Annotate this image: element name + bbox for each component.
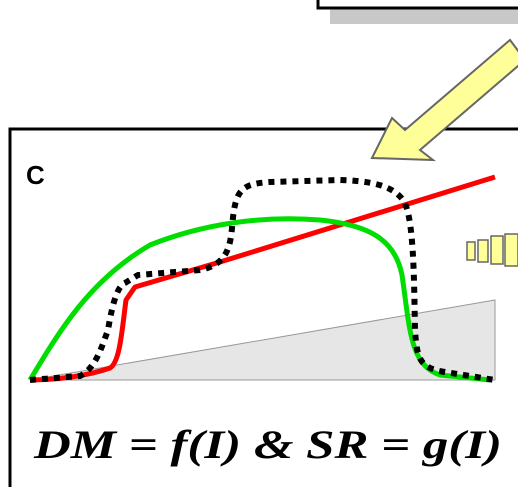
panel-label: C: [26, 160, 45, 190]
upper-box-border: [316, 0, 518, 10]
slice-bar-4: [504, 233, 518, 267]
slice-bar-3: [490, 235, 504, 265]
upper-cropped-box: [316, 0, 518, 24]
arrow-icon: [370, 38, 518, 162]
green-curve: [27, 216, 491, 383]
panel-c-border: [8, 127, 518, 487]
intensity-ramp: [29, 299, 496, 381]
partial-slice-icon: [466, 233, 518, 267]
dotted-curve: [29, 176, 496, 383]
equation-text: DM = f(I) & SR = g(I): [33, 422, 502, 467]
arrow-shape: [370, 38, 518, 162]
slice-bar-2: [477, 239, 489, 263]
upper-box-shadow: [330, 8, 518, 24]
slice-bar-1: [466, 241, 476, 261]
